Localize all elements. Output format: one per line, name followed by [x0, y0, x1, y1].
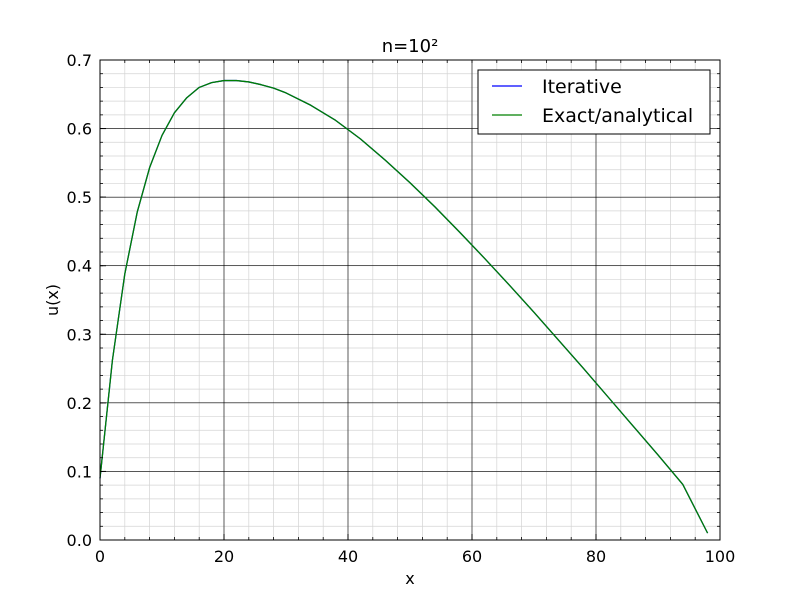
y-tick-label: 0.5: [67, 188, 92, 207]
series-layer: [99, 79, 709, 534]
legend: Iterative Exact/analytical: [477, 69, 711, 135]
y-tick-label: 0.2: [67, 394, 92, 413]
y-tick-labels: 0.0 0.1 0.2 0.3 0.4 0.5 0.6 0.7: [67, 51, 92, 550]
y-tick-label: 0.6: [67, 120, 92, 139]
y-tick-label: 0.7: [67, 51, 92, 70]
axis-ticks: [99, 59, 721, 541]
y-tick-label: 0.0: [67, 531, 92, 550]
x-tick-label: 20: [214, 547, 234, 566]
legend-label-iterative: Iterative: [542, 76, 622, 98]
x-tick-label: 40: [338, 547, 358, 566]
x-tick-label: 60: [462, 547, 482, 566]
plot-frame: [99, 59, 721, 541]
y-tick-label: 0.1: [67, 462, 92, 481]
x-tick-label: 100: [705, 547, 736, 566]
y-axis-label: u(x): [43, 284, 62, 316]
y-tick-label: 0.4: [67, 257, 92, 276]
x-axis-label: x: [405, 569, 414, 588]
x-tick-label: 80: [586, 547, 606, 566]
series-line-exact-analytical: [99, 79, 709, 534]
chart-title: n=10²: [382, 36, 439, 57]
y-tick-label: 0.3: [67, 325, 92, 344]
x-tick-labels: 0 20 40 60 80 100: [95, 547, 735, 566]
legend-box: [477, 69, 711, 135]
legend-label-exact: Exact/analytical: [542, 105, 693, 127]
x-tick-label: 0: [95, 547, 105, 566]
